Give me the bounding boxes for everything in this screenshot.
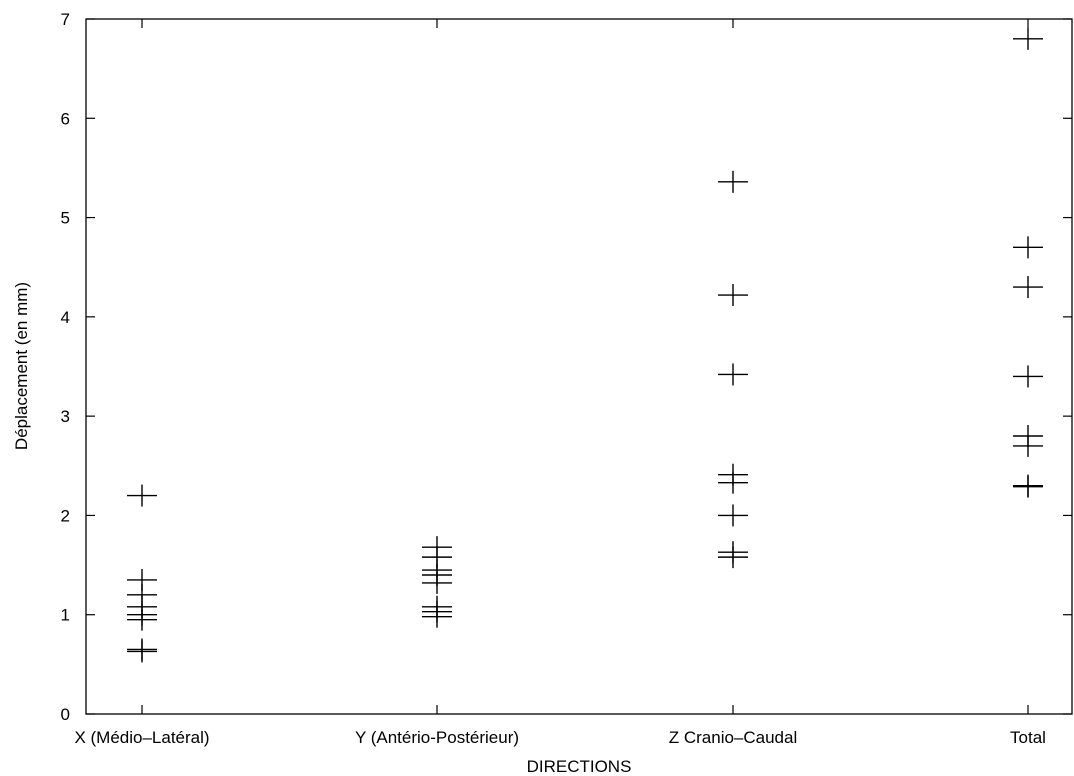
x-axis: X (Médio–Latéral) Y (Antério-Postérieur) Z… bbox=[74, 19, 1046, 747]
data-point bbox=[718, 284, 748, 307]
y-tick-label: 2 bbox=[61, 506, 70, 525]
y-tick-label: 4 bbox=[61, 308, 70, 327]
data-point bbox=[718, 471, 748, 494]
data-point bbox=[718, 504, 748, 527]
data-point bbox=[127, 484, 157, 507]
data-point bbox=[422, 571, 452, 594]
y-axis: 0 1 2 3 4 5 6 7 bbox=[61, 10, 1072, 724]
plot-frame bbox=[85, 18, 1073, 715]
x-axis-title: DIRECTIONS bbox=[527, 757, 632, 776]
data-point bbox=[127, 640, 157, 663]
data-point bbox=[422, 605, 452, 628]
x-tick-label: X (Médio–Latéral) bbox=[74, 728, 209, 747]
data-point bbox=[127, 608, 157, 631]
data-point bbox=[718, 170, 748, 193]
x-tick-label: Total bbox=[1010, 728, 1046, 747]
data-point bbox=[1013, 434, 1043, 457]
x-tick-label: Y (Antério-Postérieur) bbox=[355, 728, 519, 747]
data-point bbox=[1013, 475, 1043, 498]
data-point bbox=[718, 546, 748, 569]
data-point bbox=[1013, 236, 1043, 259]
y-tick-label: 1 bbox=[61, 606, 70, 625]
data-points bbox=[127, 27, 1043, 663]
y-tick-label: 5 bbox=[61, 209, 70, 228]
x-tick-label: Z Cranio–Caudal bbox=[669, 728, 798, 747]
y-tick-label: 6 bbox=[61, 109, 70, 128]
y-tick-label: 7 bbox=[61, 10, 70, 29]
data-point bbox=[1013, 365, 1043, 388]
data-point bbox=[1013, 27, 1043, 50]
y-tick-label: 0 bbox=[61, 705, 70, 724]
data-point bbox=[1013, 276, 1043, 299]
data-point bbox=[718, 363, 748, 386]
y-tick-label: 3 bbox=[61, 407, 70, 426]
y-axis-title: Déplacement (en mm) bbox=[12, 282, 31, 450]
